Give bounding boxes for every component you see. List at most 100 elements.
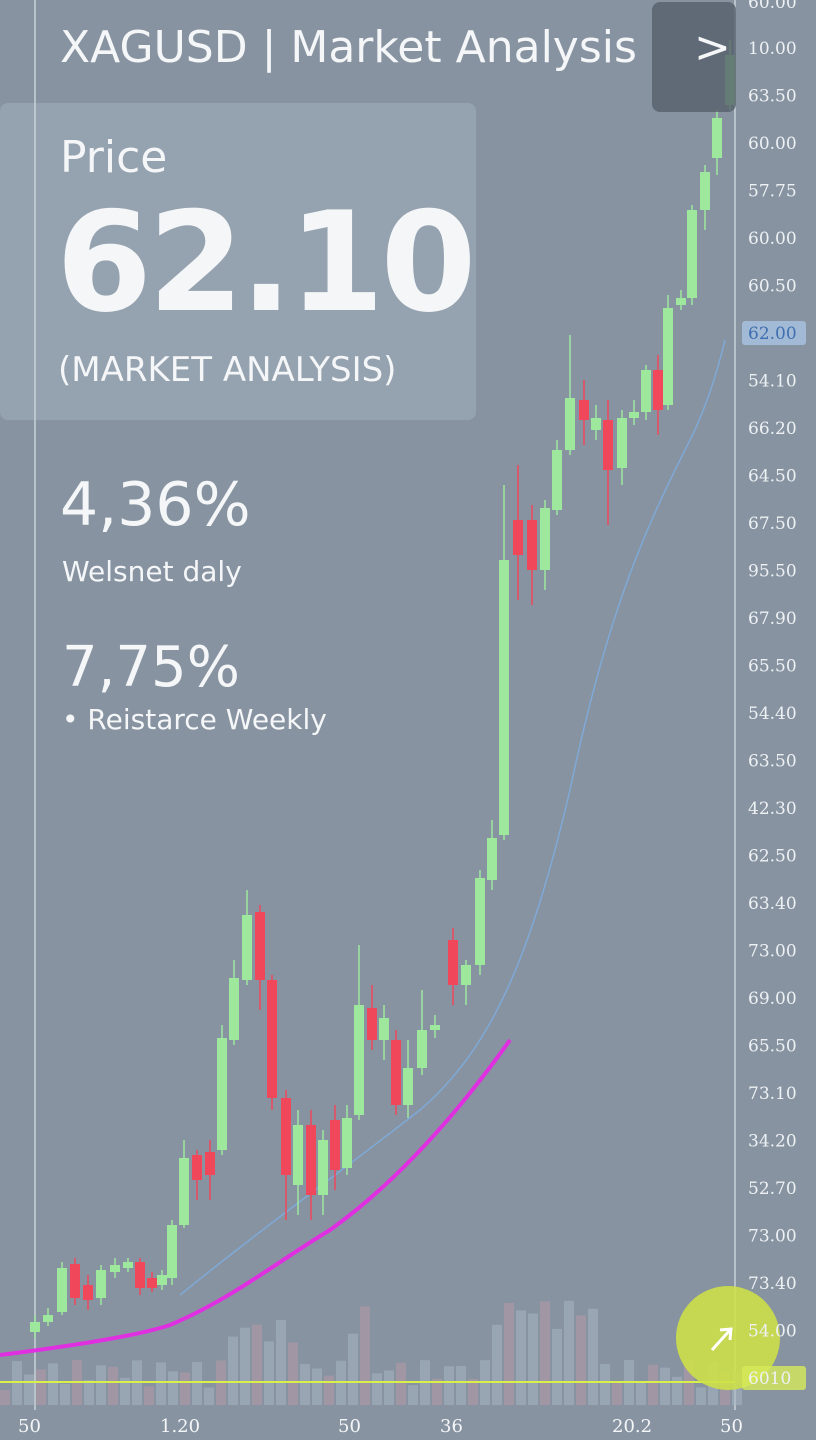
nav-button[interactable] — [652, 2, 736, 112]
volume-bar — [120, 1377, 130, 1405]
candle — [192, 1155, 202, 1180]
volume-bar — [192, 1361, 202, 1405]
candle — [83, 1285, 93, 1300]
x-axis-label: 36 — [440, 1416, 463, 1437]
axis-label: 73.40 — [748, 1274, 797, 1294]
candle — [391, 1040, 401, 1105]
volume-bar — [360, 1306, 370, 1405]
volume-bar — [24, 1374, 34, 1405]
volume-bar — [312, 1368, 322, 1405]
stat-label-text: Reistarce Weekly — [87, 703, 327, 736]
axis-label: 65.50 — [748, 657, 797, 677]
candle — [255, 912, 265, 980]
axis-label: 73.10 — [748, 1084, 797, 1104]
title: XAGUSD | Market Analysis — [60, 22, 637, 73]
volume-bar — [660, 1367, 670, 1405]
axis-label: 64.50 — [748, 467, 797, 487]
candle — [475, 878, 485, 965]
axis-label: 63.50 — [748, 87, 797, 107]
axis-label: 54.40 — [748, 704, 797, 724]
candle — [617, 418, 627, 468]
axis-label: 54.00 — [748, 1322, 797, 1342]
volume-bar — [444, 1366, 454, 1405]
axis-label: 67.90 — [748, 609, 797, 629]
candle — [157, 1275, 167, 1285]
volume-bar — [180, 1372, 190, 1405]
axis-label: 95.50 — [748, 562, 797, 582]
stat-label: Welsnet daly — [62, 555, 242, 588]
candle — [205, 1152, 215, 1175]
price-label: Price — [60, 132, 168, 183]
candle — [591, 418, 601, 430]
volume-bar — [96, 1365, 106, 1405]
volume-bar — [84, 1380, 94, 1405]
volume-bar — [696, 1387, 706, 1405]
x-axis-label: 1.20 — [160, 1416, 201, 1437]
volume-bar — [240, 1327, 250, 1405]
volume-bar — [552, 1328, 562, 1405]
volume-bar — [372, 1373, 382, 1405]
candles — [30, 40, 735, 1338]
candle — [342, 1118, 352, 1168]
x-axis-label: 20.2 — [612, 1416, 653, 1437]
candle — [487, 838, 497, 880]
axis-highlight — [742, 1366, 806, 1390]
volume-bar — [144, 1386, 154, 1405]
volume-bar — [252, 1324, 262, 1405]
axis-label: 65.50 — [748, 1037, 797, 1057]
axis-label: 67.50 — [748, 514, 797, 534]
candle — [417, 1030, 427, 1068]
volume-bar — [348, 1333, 358, 1405]
candle — [603, 420, 613, 470]
candle — [499, 560, 509, 835]
stat-value: 4,36% — [60, 470, 251, 540]
volume-bar — [324, 1375, 334, 1405]
x-axis-label: 50 — [18, 1416, 41, 1437]
candle — [96, 1270, 106, 1298]
candle — [267, 980, 277, 1098]
volume-bar — [432, 1378, 442, 1405]
axis-label: 10.00 — [748, 39, 797, 59]
axis-label: 6010 — [748, 1369, 791, 1389]
volume-bar — [300, 1364, 310, 1405]
candle — [30, 1322, 40, 1332]
candle — [147, 1278, 157, 1288]
candle — [242, 915, 252, 980]
candle — [167, 1225, 177, 1278]
candle — [676, 298, 686, 305]
axis-highlight — [742, 321, 806, 345]
volume-bar — [0, 1390, 10, 1405]
volume-bar — [516, 1310, 526, 1405]
volume-bar — [492, 1324, 502, 1405]
candle — [565, 398, 575, 450]
action-button[interactable] — [676, 1286, 780, 1390]
candle — [552, 450, 562, 510]
volume-bar — [60, 1383, 70, 1405]
axis-label: 63.40 — [748, 894, 797, 914]
nav-arrow[interactable]: > — [694, 22, 731, 73]
volume-bar — [504, 1302, 514, 1405]
candle — [110, 1265, 120, 1272]
candle — [712, 118, 722, 158]
volume-bar — [168, 1371, 178, 1405]
candle — [318, 1140, 328, 1195]
candle — [367, 1008, 377, 1040]
candle — [293, 1125, 303, 1185]
candle — [281, 1098, 291, 1175]
stat-label: • Reistarce Weekly — [62, 703, 327, 736]
volume-bar — [228, 1336, 238, 1405]
volume-bar — [588, 1308, 598, 1405]
candle — [448, 940, 458, 985]
volume-bar — [12, 1361, 22, 1405]
axis-label: 62.00 — [748, 324, 797, 344]
candle — [461, 965, 471, 985]
volume — [0, 1300, 742, 1405]
volume-bar — [576, 1315, 586, 1405]
volume-bar — [456, 1366, 466, 1405]
stat-value: 7,75% — [62, 635, 240, 700]
axis-label: 42.30 — [748, 799, 797, 819]
arrow-icon — [710, 1327, 733, 1352]
volume-bar — [288, 1342, 298, 1405]
axis-label: 52.70 — [748, 1179, 797, 1199]
